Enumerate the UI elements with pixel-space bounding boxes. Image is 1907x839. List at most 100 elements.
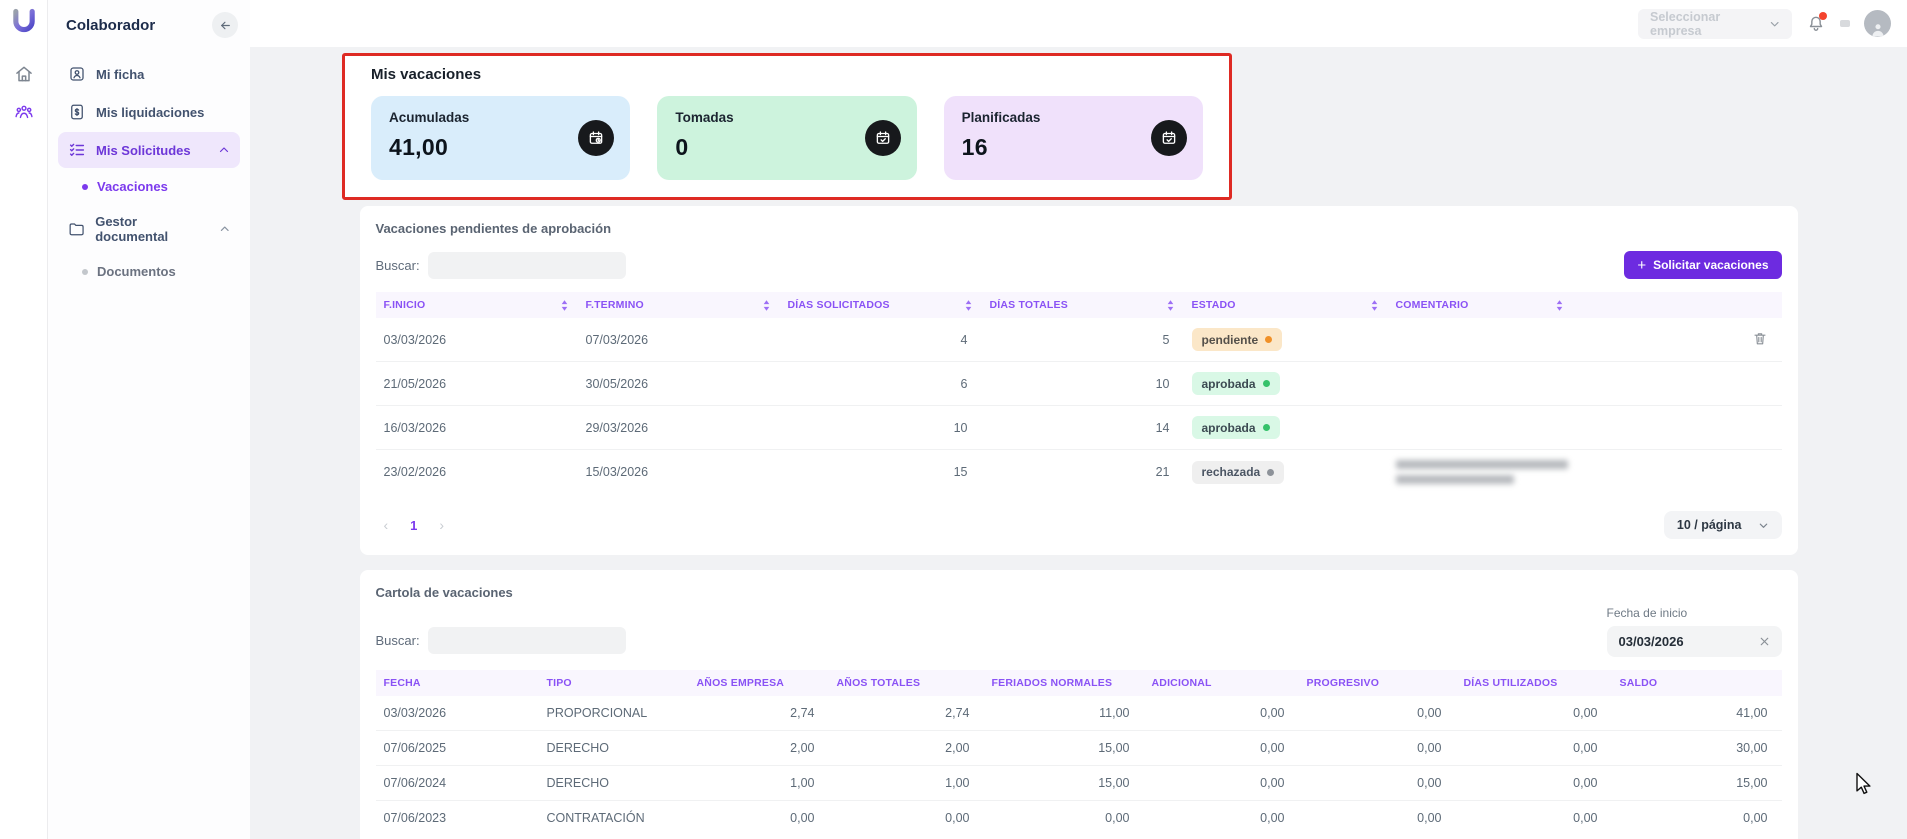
column-header: AÑOS EMPRESA [696, 677, 785, 689]
cartola-search-input[interactable] [427, 627, 626, 654]
cell-tipo: CONTRATACIÓN [546, 811, 645, 825]
cell-f-inicio: 03/03/2026 [375, 318, 578, 362]
pagination-page[interactable]: 1 [410, 517, 418, 533]
pagination-prev-icon[interactable]: ‹ [383, 517, 389, 533]
calendar-check-icon [864, 120, 901, 156]
sidebar: Colaborador Mi ficha Mis liquidaciones [48, 0, 250, 839]
sidebar-collapse-button[interactable] [212, 12, 238, 38]
person-icon [1871, 24, 1884, 37]
sidebar-title: Colaborador [66, 16, 156, 34]
cell-tipo: DERECHO [538, 730, 689, 766]
sidebar-item-label: Vacaciones [97, 179, 168, 194]
stat-label: Tomadas [675, 110, 734, 125]
column-header: SALDO [1619, 677, 1658, 689]
column-header: FERIADOS NORMALES [991, 677, 1113, 689]
column-header: ESTADO [1191, 299, 1236, 311]
column-header: AÑOS TOTALES [836, 677, 921, 689]
pending-search-input[interactable] [427, 251, 626, 279]
cell-dias-solicitados: 4 [779, 318, 982, 362]
sidebar-item-mis-liquidaciones[interactable]: Mis liquidaciones [58, 94, 240, 130]
column-header: PROGRESIVO [1306, 677, 1380, 689]
topbar: Seleccionar empresa [250, 0, 1907, 47]
cell-f-inicio: 16/03/2026 [375, 405, 578, 450]
folder-icon [69, 223, 84, 236]
redacted-comment [1395, 460, 1568, 484]
notification-badge [1819, 11, 1827, 20]
calendar-clock-icon [578, 120, 615, 156]
cell-dias-solicitados: 6 [779, 361, 982, 406]
cartola-table: FECHA TIPO AÑOS EMPRESA AÑOS TOTALES FER… [375, 670, 1782, 835]
cell-f-termino: 07/03/2026 [577, 318, 780, 362]
cell-dias-solicitados: 15 [953, 465, 968, 479]
cell-f-termino: 15/03/2026 [585, 465, 649, 479]
sidebar-item-label: Mis liquidaciones [96, 104, 205, 120]
pagination-next-icon[interactable]: › [439, 517, 445, 533]
page-size-select[interactable]: 10 / página [1663, 511, 1782, 539]
panel-title: Vacaciones pendientes de aprobación [375, 221, 612, 236]
pending-table-header: F.INICIO F.TERMINO DÍAS SOLICITADOS DÍAS… [375, 292, 1782, 318]
sidebar-item-vacaciones[interactable]: Vacaciones [58, 170, 240, 203]
status-dot-icon [1267, 468, 1275, 476]
status-badge: pendiente [1191, 328, 1283, 351]
cell-tipo: PROPORCIONAL [538, 696, 689, 731]
home-icon[interactable] [8, 58, 40, 90]
pagination: ‹ 1 › [376, 517, 445, 533]
status-dot-icon [1262, 380, 1270, 387]
cell-comentario [1387, 318, 1573, 362]
cell-dias-totales: 5 [981, 318, 1184, 362]
sidebar-item-label: Mis Solicitudes [96, 142, 191, 158]
company-select[interactable]: Seleccionar empresa [1638, 8, 1792, 39]
start-date-input[interactable]: 03/03/2026 [1606, 626, 1782, 657]
column-header: ADICIONAL [1151, 677, 1212, 689]
cell-comentario [1387, 405, 1573, 450]
sort-icon[interactable] [965, 299, 972, 311]
team-icon[interactable] [8, 96, 40, 128]
sort-icon[interactable] [763, 299, 770, 311]
arrow-left-icon [220, 21, 230, 29]
cell-dias-solicitados: 10 [779, 405, 982, 450]
table-row: 03/03/2026 PROPORCIONAL 2,74 2,74 11,00 … [375, 696, 1782, 731]
annotation-highlight: Mis vacaciones Acumuladas 41,00 [342, 53, 1232, 200]
column-header: F.TERMINO [585, 299, 644, 311]
status-badge: rechazada [1191, 460, 1285, 484]
sidebar-item-mi-ficha[interactable]: Mi ficha [58, 56, 240, 92]
stat-card-tomadas: Tomadas 0 [657, 96, 917, 180]
panel-title: Cartola de vacaciones [375, 585, 513, 600]
table-row: 07/06/2024 DERECHO 1,00 1,00 15,00 0,00 … [375, 765, 1782, 801]
notifications-button[interactable] [1806, 11, 1827, 34]
cell-comentario [1387, 361, 1573, 406]
sort-icon[interactable] [561, 299, 568, 311]
date-label: Fecha de inicio [1606, 606, 1688, 620]
stat-card-acumuladas: Acumuladas 41,00 [371, 96, 631, 180]
pending-table: F.INICIO F.TERMINO DÍAS SOLICITADOS DÍAS… [375, 292, 1782, 495]
icon-rail [0, 0, 48, 839]
user-avatar[interactable] [1864, 10, 1891, 37]
stat-value: 16 [961, 134, 988, 160]
sidebar-item-gestor-documental[interactable]: Gestor documental [58, 205, 240, 253]
cartola-table-header: FECHA TIPO AÑOS EMPRESA AÑOS TOTALES FER… [375, 670, 1782, 696]
column-header: FECHA [383, 677, 421, 689]
sort-icon[interactable] [1167, 299, 1174, 311]
cell-f-inicio: 23/02/2026 [383, 465, 447, 479]
request-vacation-button[interactable]: + Solicitar vacaciones [1624, 251, 1782, 279]
cell-dias-totales: 21 [1155, 465, 1170, 479]
sort-icon[interactable] [1556, 299, 1563, 311]
sort-icon[interactable] [1371, 299, 1378, 311]
table-row: 07/06/2025 DERECHO 2,00 2,00 15,00 0,00 … [375, 730, 1782, 766]
cell-dias-totales: 10 [981, 361, 1184, 406]
cell-f-inicio: 21/05/2026 [375, 361, 578, 406]
table-row: 21/05/2026 30/05/2026 6 10 aprobada [375, 361, 1782, 406]
clear-icon[interactable] [1758, 635, 1771, 648]
table-row: 23/02/2026 15/03/2026 15 21 rechazada [376, 450, 1782, 495]
summary-title: Mis vacaciones [371, 66, 482, 83]
sidebar-item-documentos[interactable]: Documentos [58, 255, 240, 288]
table-row: 16/03/2026 29/03/2026 10 14 aprobada [375, 405, 1782, 450]
column-header: DÍAS UTILIZADOS [1463, 677, 1558, 689]
trash-icon[interactable] [1752, 330, 1768, 347]
sidebar-item-mis-solicitudes[interactable]: Mis Solicitudes [58, 132, 240, 168]
stat-value: 0 [675, 134, 689, 160]
status-dot-icon [1262, 424, 1270, 431]
cell-f-termino: 30/05/2026 [577, 361, 780, 406]
cell-fecha: 03/03/2026 [375, 696, 539, 731]
